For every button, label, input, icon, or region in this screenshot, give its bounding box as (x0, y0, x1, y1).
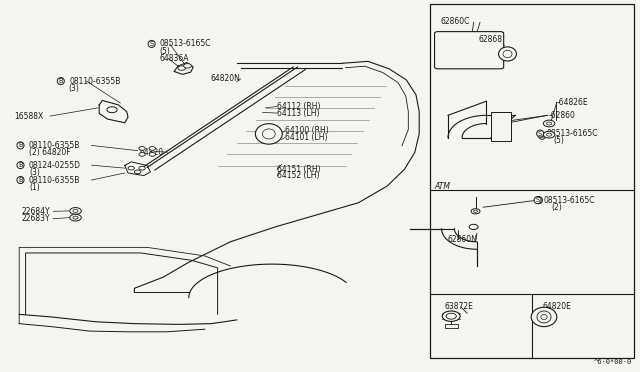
Bar (430, 4, 634, 358)
Circle shape (70, 208, 81, 214)
Text: 62860C: 62860C (440, 17, 470, 26)
Circle shape (178, 66, 186, 70)
Circle shape (543, 131, 555, 138)
Text: -64826E: -64826E (556, 98, 588, 107)
Circle shape (70, 214, 81, 221)
Circle shape (547, 133, 552, 136)
Bar (445, 324, 458, 328)
Circle shape (184, 64, 191, 68)
Circle shape (139, 147, 145, 150)
Text: 64820: 64820 (140, 148, 164, 157)
Text: 22684Y: 22684Y (21, 207, 50, 216)
Text: B: B (18, 142, 23, 148)
Ellipse shape (537, 311, 551, 323)
Circle shape (134, 170, 141, 174)
Text: S: S (537, 197, 541, 203)
Circle shape (442, 311, 460, 321)
Ellipse shape (262, 129, 275, 139)
Circle shape (73, 209, 78, 212)
Text: 08110-6355B: 08110-6355B (29, 141, 80, 150)
Circle shape (474, 210, 477, 212)
Ellipse shape (499, 47, 516, 61)
Text: 64152 (LH): 64152 (LH) (277, 171, 319, 180)
Text: 64820N: 64820N (211, 74, 241, 83)
Text: 63872E: 63872E (445, 302, 474, 311)
FancyBboxPatch shape (435, 32, 504, 69)
Text: 62860N: 62860N (448, 235, 478, 244)
Text: 08513-6165C: 08513-6165C (160, 39, 211, 48)
Circle shape (128, 166, 134, 170)
Text: 64101 (LH): 64101 (LH) (285, 133, 327, 142)
Circle shape (149, 147, 156, 150)
Text: 16588X: 16588X (14, 112, 44, 121)
Text: 08513-6165C: 08513-6165C (544, 196, 595, 205)
Circle shape (73, 216, 78, 219)
Text: S: S (538, 131, 542, 137)
Circle shape (547, 122, 552, 125)
Circle shape (469, 224, 478, 230)
Text: 64113 (LH): 64113 (LH) (277, 109, 319, 118)
Ellipse shape (255, 124, 282, 144)
Text: 62868: 62868 (479, 35, 503, 44)
Text: ATM: ATM (434, 182, 450, 191)
Bar (491, 112, 511, 141)
Text: (3): (3) (29, 168, 40, 177)
Text: S: S (536, 197, 540, 203)
Text: 64151 (RH): 64151 (RH) (277, 165, 321, 174)
Circle shape (471, 209, 480, 214)
Text: 64112 (RH): 64112 (RH) (277, 102, 321, 111)
Circle shape (139, 166, 145, 170)
Text: (1): (1) (29, 183, 40, 192)
Circle shape (446, 313, 456, 319)
Circle shape (543, 120, 555, 127)
Text: 08513-6165C: 08513-6165C (547, 129, 598, 138)
Ellipse shape (541, 314, 547, 320)
Text: B: B (18, 162, 23, 168)
Text: (2) 64820F: (2) 64820F (29, 148, 71, 157)
Text: 22683Y: 22683Y (21, 214, 50, 223)
Text: 08110-6355B: 08110-6355B (29, 176, 80, 185)
Text: 64820E: 64820E (543, 302, 572, 311)
Text: (5): (5) (554, 137, 564, 145)
Circle shape (107, 107, 117, 113)
Text: 08110-6355B: 08110-6355B (69, 77, 120, 86)
Ellipse shape (503, 50, 512, 58)
Text: 64100 (RH): 64100 (RH) (285, 126, 328, 135)
Text: ^6·0*00·0: ^6·0*00·0 (594, 359, 632, 365)
Text: S: S (540, 133, 544, 139)
Text: (3): (3) (68, 84, 79, 93)
Text: (5): (5) (159, 47, 170, 56)
Circle shape (149, 153, 156, 156)
Text: (2): (2) (552, 203, 563, 212)
Text: 08124-0255D: 08124-0255D (29, 161, 81, 170)
Ellipse shape (531, 307, 557, 327)
Text: S: S (150, 41, 154, 47)
Text: 64836A: 64836A (159, 54, 189, 63)
Text: -62860: -62860 (549, 111, 576, 120)
Circle shape (139, 153, 145, 156)
Text: B: B (58, 78, 63, 84)
Text: B: B (18, 177, 23, 183)
